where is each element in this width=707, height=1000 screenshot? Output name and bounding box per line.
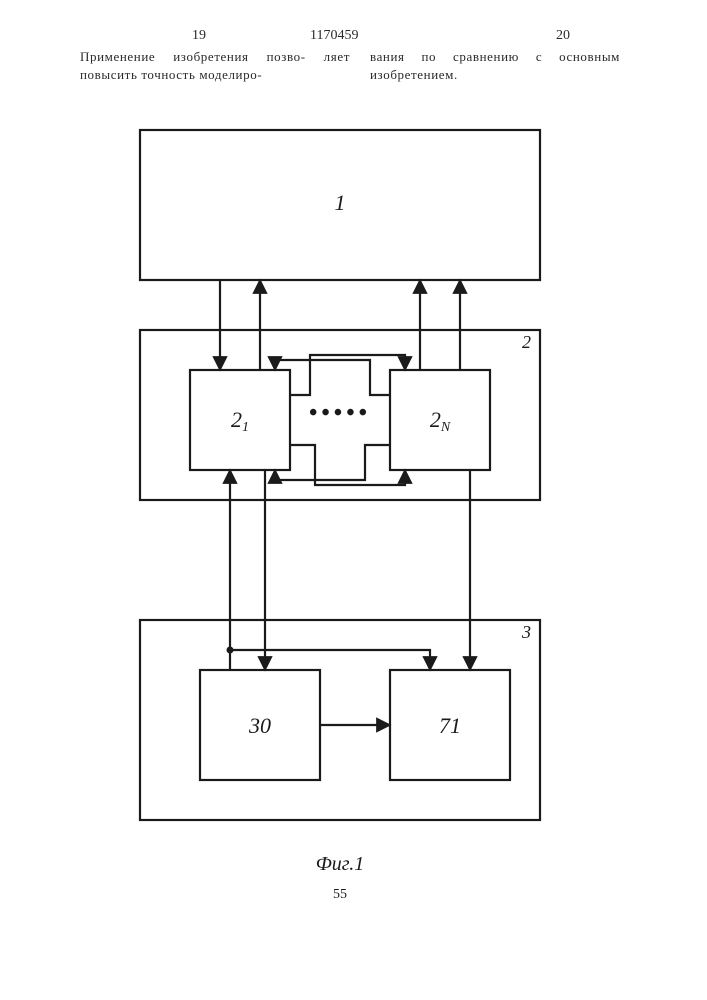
link-2n-bot-to-21 xyxy=(275,445,390,480)
block-diagram: 1 2 21 ••••• 2N 3 30 71 Фиг.1 55 xyxy=(0,0,707,1000)
block-2-1-label: 21 xyxy=(231,407,249,435)
block-2-n-label: 2N xyxy=(430,407,451,435)
link-2n-top-to-21 xyxy=(275,360,390,395)
ellipsis-dots: ••••• xyxy=(309,400,371,426)
block-1-label: 1 xyxy=(335,190,346,215)
block-3-corner: 3 xyxy=(521,622,531,642)
branch-to-71 xyxy=(230,650,430,670)
block-71-label: 71 xyxy=(439,713,461,738)
footer-number: 55 xyxy=(333,887,347,902)
figure-caption: Фиг.1 xyxy=(316,853,365,875)
block-2-corner: 2 xyxy=(522,332,531,352)
page: { "header": { "left_page": "19", "patent… xyxy=(0,0,707,1000)
block-30-label: 30 xyxy=(248,713,271,738)
